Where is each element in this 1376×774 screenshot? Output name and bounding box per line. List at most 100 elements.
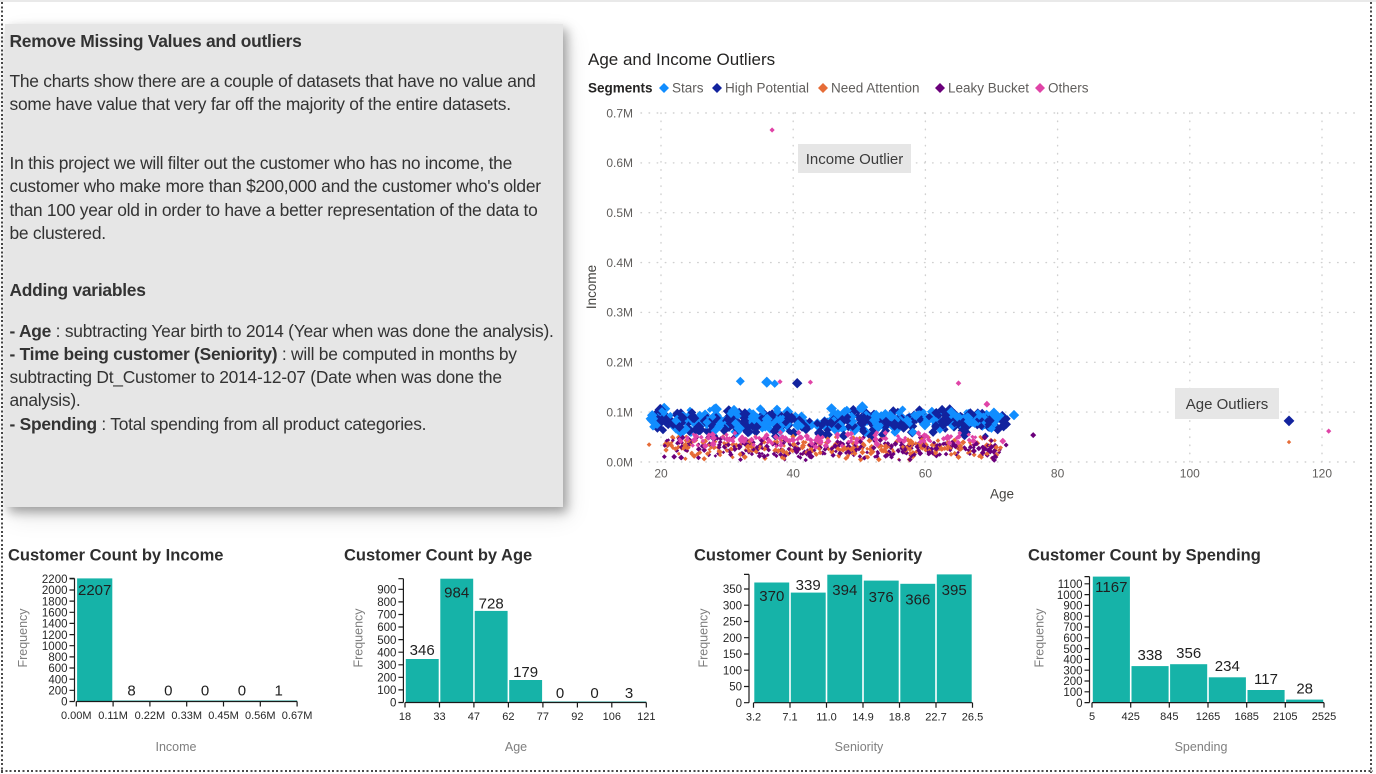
svg-text:Income Outlier: Income Outlier: [806, 151, 904, 168]
svg-text:425: 425: [1122, 711, 1140, 723]
svg-text:47: 47: [468, 711, 480, 723]
svg-text:Frequency: Frequency: [697, 608, 711, 668]
svg-text:Customer Count by Age: Customer Count by Age: [344, 547, 532, 565]
svg-text:80: 80: [1051, 467, 1065, 481]
svg-text:600: 600: [48, 663, 67, 675]
svg-text:121: 121: [637, 711, 655, 723]
svg-text:1100: 1100: [1058, 579, 1083, 591]
svg-text:346: 346: [410, 642, 435, 659]
svg-text:0: 0: [390, 698, 396, 710]
svg-text:500: 500: [1063, 644, 1082, 656]
svg-text:845: 845: [1160, 711, 1178, 723]
svg-text:0.3M: 0.3M: [606, 306, 633, 320]
svg-text:100: 100: [723, 665, 742, 677]
svg-text:18.8: 18.8: [889, 711, 910, 723]
svg-text:2000: 2000: [42, 585, 68, 597]
svg-text:Spending: Spending: [1175, 740, 1228, 754]
svg-text:Leaky Bucket: Leaky Bucket: [948, 81, 1029, 96]
svg-text:0.45M: 0.45M: [208, 710, 239, 722]
svg-text:18: 18: [399, 711, 411, 723]
svg-text:0: 0: [61, 697, 67, 709]
svg-text:0: 0: [201, 683, 209, 700]
svg-text:600: 600: [1063, 633, 1082, 645]
svg-text:200: 200: [1063, 676, 1082, 688]
svg-text:Age: Age: [990, 487, 1014, 502]
svg-text:900: 900: [377, 585, 396, 597]
svg-text:338: 338: [1137, 647, 1162, 664]
svg-text:8: 8: [127, 683, 135, 700]
svg-text:Frequency: Frequency: [352, 608, 366, 668]
svg-text:366: 366: [905, 592, 930, 609]
svg-text:1265: 1265: [1196, 711, 1220, 723]
svg-text:339: 339: [796, 577, 821, 594]
svg-text:150: 150: [723, 649, 742, 661]
svg-text:77: 77: [537, 711, 549, 723]
svg-text:0: 0: [590, 685, 598, 702]
svg-text:117: 117: [1254, 671, 1278, 688]
svg-text:1200: 1200: [42, 630, 68, 642]
svg-text:60: 60: [919, 467, 933, 481]
svg-text:Age Outliers: Age Outliers: [1186, 396, 1269, 413]
svg-text:0.0M: 0.0M: [606, 455, 633, 469]
svg-text:Stars: Stars: [672, 81, 704, 96]
svg-text:120: 120: [1312, 467, 1332, 481]
svg-text:200: 200: [723, 633, 742, 645]
svg-text:0.00M: 0.00M: [61, 710, 92, 722]
svg-text:1000: 1000: [1057, 590, 1083, 602]
svg-text:Age and Income Outliers: Age and Income Outliers: [588, 50, 775, 69]
svg-text:0: 0: [238, 683, 246, 700]
svg-text:250: 250: [723, 617, 742, 629]
svg-text:1: 1: [275, 683, 283, 700]
svg-text:300: 300: [377, 660, 396, 672]
svg-text:40: 40: [787, 467, 801, 481]
svg-text:1400: 1400: [42, 619, 68, 631]
svg-text:3: 3: [625, 685, 633, 702]
svg-text:400: 400: [48, 674, 67, 686]
svg-text:5: 5: [1089, 711, 1095, 723]
svg-text:0.1M: 0.1M: [606, 405, 633, 419]
svg-text:800: 800: [48, 652, 67, 664]
svg-text:2207: 2207: [78, 582, 111, 599]
svg-text:92: 92: [571, 711, 583, 723]
svg-text:20: 20: [654, 467, 668, 481]
svg-text:Segments: Segments: [588, 81, 653, 96]
svg-text:Need Attention: Need Attention: [831, 81, 920, 96]
svg-text:700: 700: [377, 610, 396, 622]
svg-text:7.1: 7.1: [782, 711, 797, 723]
svg-text:0.7M: 0.7M: [606, 106, 633, 120]
svg-text:2105: 2105: [1273, 711, 1297, 723]
svg-text:800: 800: [377, 597, 396, 609]
svg-text:700: 700: [1063, 622, 1082, 634]
svg-text:0.67M: 0.67M: [282, 710, 313, 722]
svg-text:62: 62: [502, 711, 514, 723]
svg-text:106: 106: [603, 711, 621, 723]
svg-text:234: 234: [1215, 658, 1240, 675]
svg-text:1800: 1800: [42, 596, 68, 608]
svg-text:Income: Income: [156, 740, 197, 754]
svg-text:200: 200: [48, 686, 67, 698]
svg-text:0: 0: [556, 685, 564, 702]
svg-text:1600: 1600: [42, 608, 68, 620]
svg-text:0.6M: 0.6M: [606, 156, 633, 170]
svg-text:900: 900: [1063, 601, 1082, 613]
svg-text:800: 800: [1063, 611, 1082, 623]
svg-text:26.5: 26.5: [962, 711, 983, 723]
svg-text:0: 0: [736, 698, 742, 710]
svg-text:Others: Others: [1048, 81, 1089, 96]
svg-text:22.7: 22.7: [925, 711, 946, 723]
svg-text:0.2M: 0.2M: [606, 356, 633, 370]
svg-text:356: 356: [1176, 645, 1201, 662]
svg-text:Income: Income: [584, 265, 599, 309]
svg-text:1685: 1685: [1234, 711, 1258, 723]
svg-text:600: 600: [377, 622, 396, 634]
svg-text:1167: 1167: [1095, 579, 1127, 596]
svg-text:Frequency: Frequency: [1033, 608, 1047, 668]
svg-text:400: 400: [1063, 655, 1082, 667]
svg-text:300: 300: [723, 600, 742, 612]
svg-text:Customer Count by Income: Customer Count by Income: [8, 547, 223, 565]
svg-text:1000: 1000: [42, 641, 68, 653]
svg-text:0.56M: 0.56M: [245, 710, 276, 722]
svg-text:0: 0: [1076, 698, 1082, 710]
svg-text:100: 100: [377, 685, 396, 697]
svg-text:200: 200: [377, 673, 396, 685]
